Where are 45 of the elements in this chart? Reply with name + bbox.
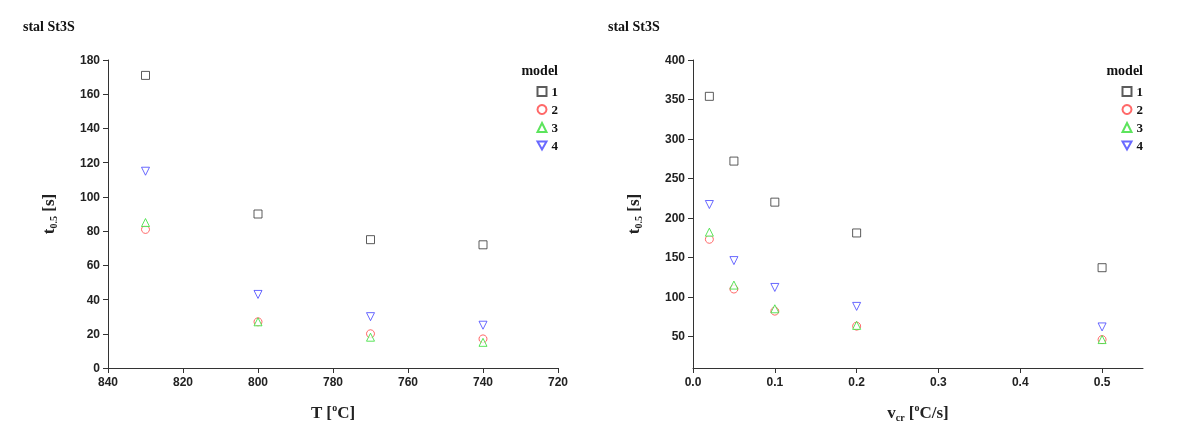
legend-title: model <box>1106 62 1144 78</box>
chart-title: stal St3S <box>23 18 75 34</box>
y-axis-title: t0.5 [s] <box>38 193 59 235</box>
legend-title: model <box>521 62 559 78</box>
legend-label: 1 <box>551 84 558 99</box>
y-tick-label: 80 <box>86 224 101 239</box>
legend-label: 1 <box>1136 84 1143 99</box>
y-tick-label: 40 <box>86 292 101 307</box>
x-tick-label: 0.3 <box>930 375 948 389</box>
legend-label: 3 <box>1136 120 1144 135</box>
chart-title: stal St3S <box>608 18 660 34</box>
y-tick-label: 0 <box>93 361 101 375</box>
x-tick-label: 720 <box>547 375 569 389</box>
x-tick-label: 820 <box>172 375 194 389</box>
y-tick-label: 120 <box>79 155 101 170</box>
y-axis-title: t0.5 [s] <box>623 193 644 235</box>
legend-label: 2 <box>551 102 558 117</box>
x-tick-label: 800 <box>247 375 269 389</box>
y-tick-label: 140 <box>79 121 101 136</box>
y-tick-label: 150 <box>664 250 686 265</box>
y-tick-label: 50 <box>671 329 686 344</box>
x-tick-label: 0.0 <box>684 375 702 389</box>
x-tick-label: 780 <box>322 375 344 389</box>
y-tick-label: 60 <box>86 258 101 273</box>
y-tick-label: 200 <box>664 210 686 225</box>
x-tick-label: 840 <box>97 375 119 389</box>
x-tick-label: 740 <box>472 375 494 389</box>
y-tick-label: 20 <box>86 326 101 341</box>
x-tick-label: 0.1 <box>766 375 784 389</box>
legend-label: 2 <box>1136 102 1143 117</box>
y-tick-label: 180 <box>79 53 101 67</box>
legend-label: 3 <box>551 120 559 135</box>
x-tick-label: 0.5 <box>1093 375 1111 389</box>
legend-label: 4 <box>1136 138 1144 153</box>
y-tick-label: 250 <box>664 171 686 186</box>
x-tick-label: 0.2 <box>848 375 866 389</box>
y-tick-label: 300 <box>664 131 686 146</box>
y-tick-label: 160 <box>79 87 101 102</box>
y-tick-label: 400 <box>664 53 686 67</box>
x-tick-label: 0.4 <box>1011 375 1029 389</box>
y-tick-label: 350 <box>664 92 686 107</box>
x-tick-label: 760 <box>397 375 419 389</box>
y-tick-label: 100 <box>664 289 686 304</box>
legend-label: 4 <box>551 138 559 153</box>
y-tick-label: 100 <box>79 189 101 204</box>
